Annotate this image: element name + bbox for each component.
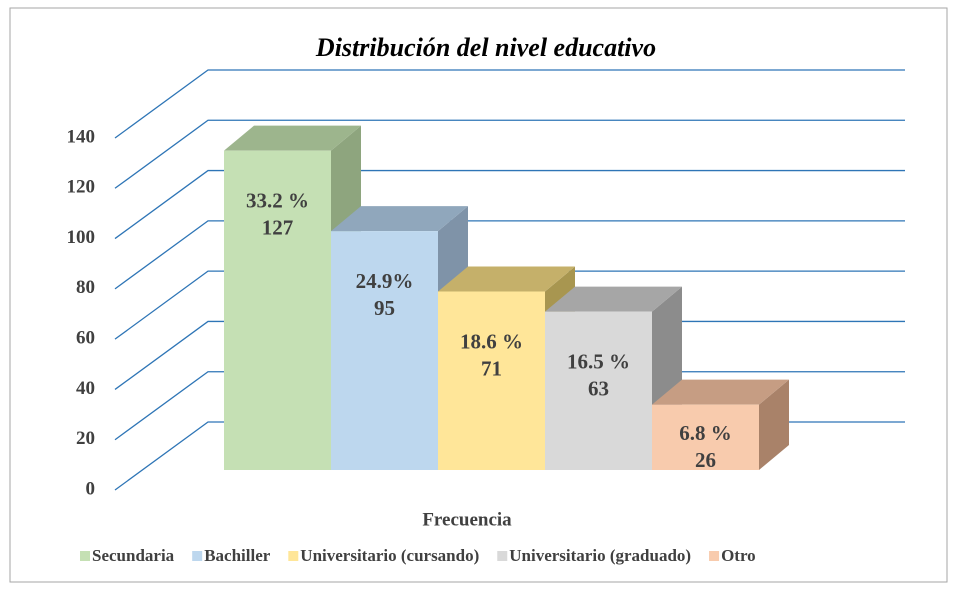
grid-line [114, 220, 905, 290]
bar [652, 404, 759, 470]
y-tick-label: 60 [76, 328, 95, 349]
share-label: 33.2 % [246, 188, 309, 212]
share-label: 6.8 % [679, 421, 732, 445]
value-label: 63 [588, 376, 609, 400]
legend-swatch [288, 551, 299, 561]
bar-side [759, 379, 789, 470]
legend-swatch [192, 551, 203, 561]
y-tick-label: 120 [67, 177, 96, 198]
grid-line [114, 119, 905, 189]
legend-swatch [709, 551, 720, 561]
value-label: 71 [481, 356, 502, 380]
bar [224, 150, 331, 470]
bar-top [545, 286, 682, 312]
bar [331, 231, 438, 470]
legend-label: Secundaria [92, 546, 175, 565]
share-label: 24.9% [356, 269, 414, 293]
grid-line [114, 169, 905, 240]
bar-top [331, 206, 468, 232]
chart-title: Distribución del nivel educativo [315, 33, 656, 62]
legend-swatch [80, 551, 90, 561]
y-tick-label: 100 [67, 227, 96, 248]
y-tick-label: 20 [76, 428, 95, 449]
share-label: 18.6 % [460, 329, 523, 353]
x-axis-label: Frecuencia [422, 509, 512, 530]
bar [438, 291, 545, 470]
bar-top [438, 266, 575, 292]
legend-label: Bachiller [204, 546, 271, 565]
bar [545, 311, 652, 470]
grid-line [114, 69, 905, 139]
share-label: 16.5 % [567, 349, 630, 373]
legend-label: Universitario (graduado) [509, 546, 691, 565]
value-label: 95 [374, 296, 395, 320]
value-label: 26 [695, 448, 716, 472]
bar-top [652, 379, 789, 405]
y-tick-label: 0 [86, 478, 96, 499]
legend-swatch [497, 551, 508, 561]
grid-line [114, 270, 905, 340]
y-tick-label: 140 [67, 126, 96, 147]
legend-label: Universitario (cursando) [300, 546, 479, 565]
bar-top [224, 125, 361, 151]
y-tick-label: 80 [76, 277, 95, 298]
y-tick-label: 40 [76, 378, 95, 399]
value-label: 127 [262, 215, 294, 239]
legend-label: Otro [721, 546, 756, 565]
